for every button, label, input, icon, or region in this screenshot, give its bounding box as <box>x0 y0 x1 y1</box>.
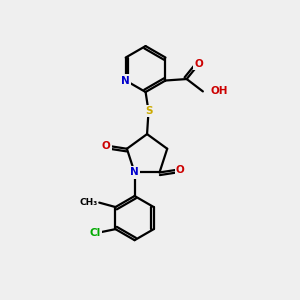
Text: O: O <box>102 141 111 151</box>
Text: O: O <box>176 164 184 175</box>
Text: N: N <box>130 167 139 178</box>
Text: N: N <box>121 76 130 85</box>
Text: S: S <box>145 106 152 116</box>
Text: OH: OH <box>210 86 228 96</box>
Text: Cl: Cl <box>90 228 101 238</box>
Text: CH₃: CH₃ <box>80 198 98 207</box>
Text: O: O <box>195 59 203 69</box>
